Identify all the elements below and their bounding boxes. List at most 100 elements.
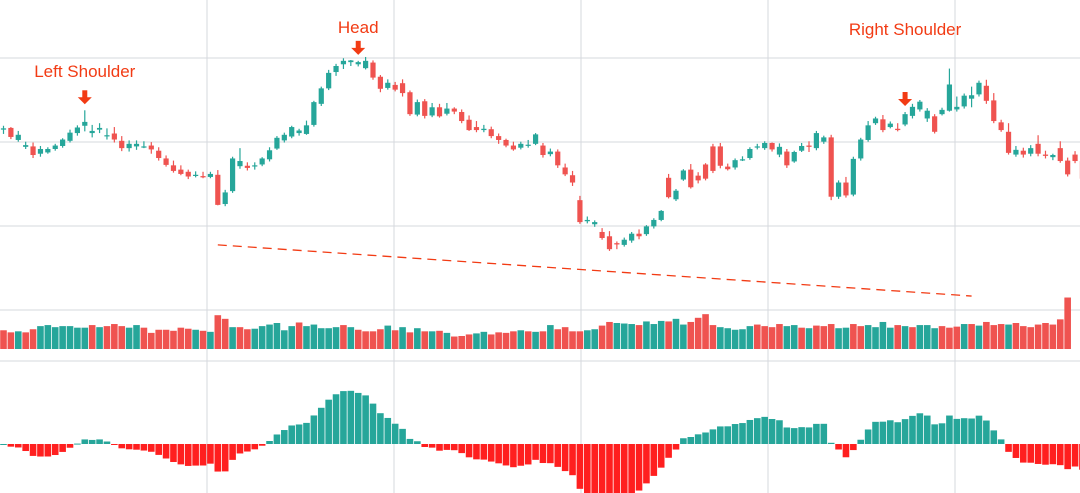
candle-body [880,119,886,131]
volume-bar [96,327,103,349]
candle-body [126,143,132,149]
histogram-bar [14,444,22,448]
volume-bar [384,325,392,349]
volume-bar [44,325,52,349]
volume-bar [953,326,961,349]
volume-bar [983,321,990,349]
candle-body [717,146,723,166]
histogram-bar [598,444,606,493]
volume-bar [399,327,406,349]
volume-bar [81,327,89,349]
histogram-bar [887,420,894,444]
histogram-bar [125,444,133,450]
histogram-bar [606,444,613,493]
volume-bar [450,336,458,349]
histogram-bar [295,424,303,444]
histogram-bar [923,415,931,444]
volume-bar [103,326,111,349]
candle-body [606,236,613,250]
histogram-bar [81,439,89,444]
volume-bar [66,326,74,349]
volume-bar [554,329,562,349]
candle-body [45,148,51,153]
volume-bar [192,329,199,349]
volume-bar [162,329,170,349]
histogram-bar [229,444,236,460]
candle-body [222,192,228,205]
candle-body [311,102,317,125]
histogram-bar [162,444,170,459]
volume-bar [281,330,288,349]
histogram-bar [931,424,938,444]
annotation-arrow-head [77,97,92,105]
volume-bar [347,327,355,349]
candle-body [732,160,738,168]
histogram-bar [894,422,901,444]
histogram-bar [990,430,998,444]
volume-bar [125,327,133,349]
candle-body [15,134,21,140]
candle-body [67,132,73,141]
histogram-bar [539,444,547,464]
candle-body [858,139,864,159]
volume-bar [584,330,591,349]
histogram-bar [805,427,813,444]
candle-body [946,84,953,111]
histogram-bar [960,418,968,444]
volume-bar [170,330,177,349]
histogram-bar [22,444,29,452]
histogram-bar [916,413,924,444]
histogram-bar [170,444,177,462]
volume-bar [414,328,421,349]
candle-body [547,151,553,155]
histogram-bar [1027,444,1035,463]
histogram-bar [850,444,857,451]
candle-body [281,134,287,141]
candle-body [976,82,982,95]
histogram-bar [177,444,185,465]
histogram-bar [354,392,362,444]
candle-body [326,72,332,89]
candle-body [318,88,324,104]
volume-bar [975,325,983,349]
candle-body [739,159,746,161]
volume-bar [1056,319,1064,349]
candle-body [1072,154,1078,162]
candle-body [843,182,849,196]
histogram-bar [37,444,44,457]
volume-bar [510,331,517,349]
candle-body [614,243,620,245]
annotation-arrow-shaft [902,92,908,101]
histogram-bar [524,444,532,465]
volume-bar [1020,326,1027,349]
histogram-bar [436,444,443,451]
volume-bar [968,324,975,349]
candle-body [835,182,842,197]
histogram-bar [258,444,266,446]
volume-bar [177,327,185,349]
histogram-bar [561,444,569,472]
volume-bar [214,315,222,349]
candle-body [710,146,716,171]
candle-body [229,158,236,192]
histogram-bar [369,403,377,444]
histogram-bar [347,390,355,444]
histogram-bar [303,422,310,444]
volume-bar [421,331,429,349]
histogram-bar [680,438,687,444]
volume-bar [1049,324,1057,349]
volume-bar [207,331,214,349]
candle-body [385,82,391,88]
volume-bar [724,328,732,349]
histogram-bar [746,419,754,444]
histogram-bar [192,444,199,466]
volume-bar [569,331,576,349]
candle-body [392,84,398,90]
candle-body [52,145,58,149]
candle-body [481,128,487,131]
volume-bar [258,326,266,349]
candle-body [355,62,361,65]
volume-bar [938,326,946,349]
